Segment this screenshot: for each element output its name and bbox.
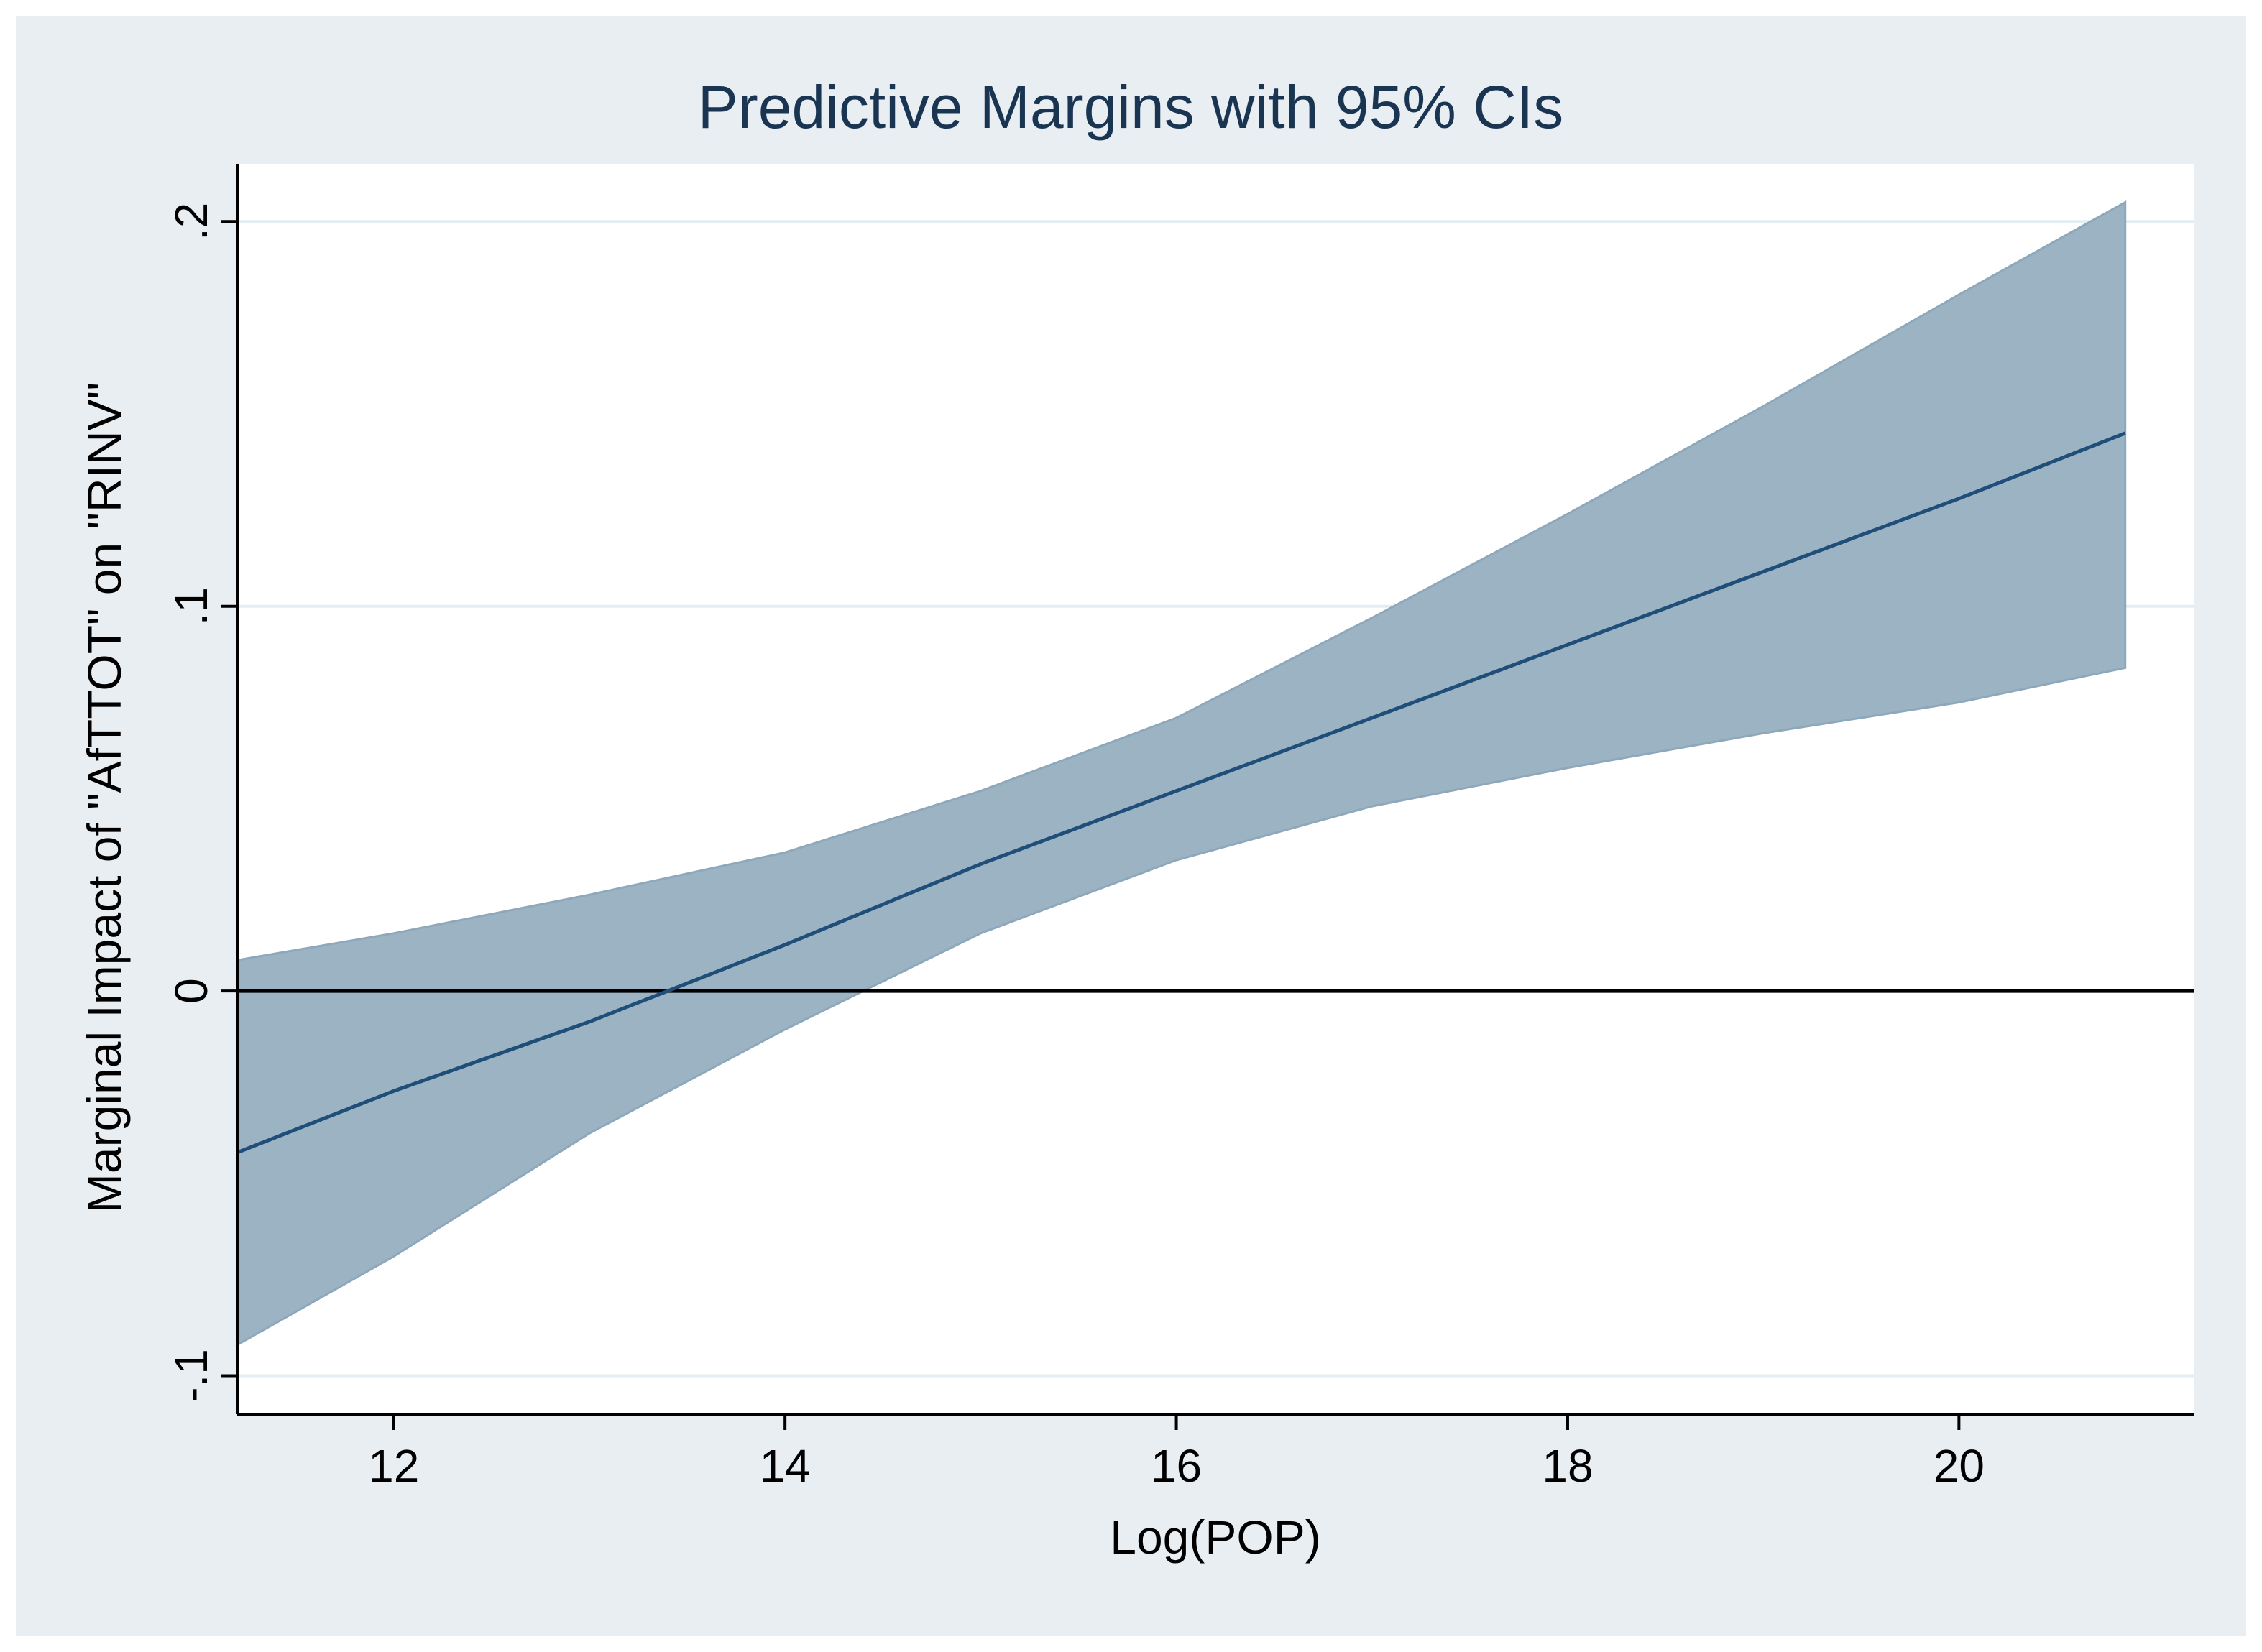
axes xyxy=(236,164,2194,1416)
y-tick-label-1: 0 xyxy=(165,978,217,1004)
margin-line xyxy=(236,431,2126,1155)
x-tick-label-1: 14 xyxy=(760,1440,811,1492)
x-tick-label-2: 16 xyxy=(1151,1440,1202,1492)
y-axis-ticks: -.1 0 .1 .2 xyxy=(165,203,237,1403)
y-axis-label: Marginal Impact of "AfTTOT" on "RINV" xyxy=(78,382,131,1213)
x-tick-label-3: 18 xyxy=(1542,1440,1593,1492)
x-tick-label-4: 20 xyxy=(1934,1440,1985,1492)
x-tick-label-0: 12 xyxy=(368,1440,419,1492)
chart-title: Predictive Margins with 95% CIs xyxy=(698,73,1563,141)
x-axis-ticks: 12 14 16 18 20 xyxy=(368,1414,1985,1492)
y-tick-label-0: -.1 xyxy=(165,1349,217,1403)
y-tick-label-2: .1 xyxy=(165,587,217,625)
x-axis-label: Log(POP) xyxy=(1110,1510,1320,1564)
y-tick-label-3: .2 xyxy=(165,203,217,241)
confidence-band xyxy=(236,200,2127,1347)
